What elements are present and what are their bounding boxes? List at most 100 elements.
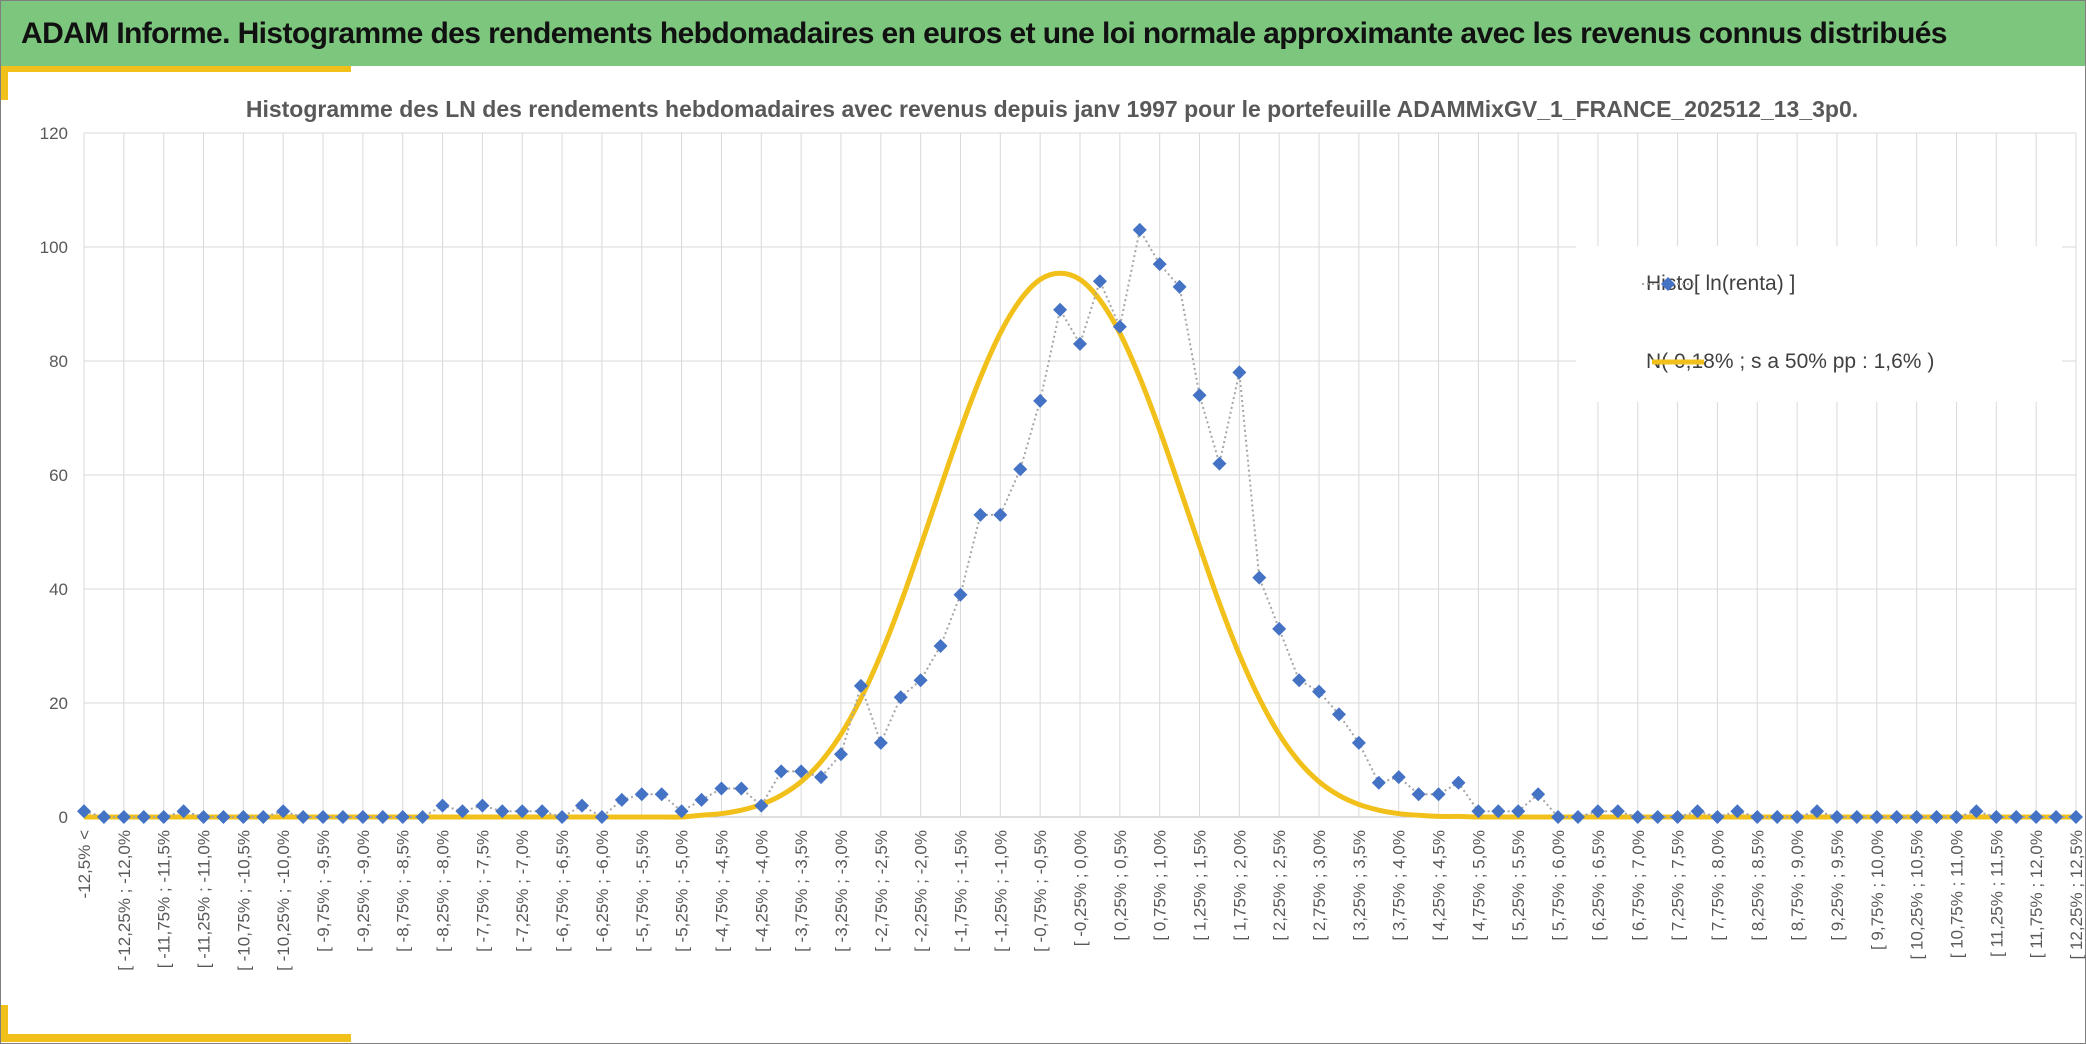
accent-bar-left-top bbox=[1, 66, 8, 100]
histo-point bbox=[296, 810, 311, 824]
histo-point bbox=[1192, 388, 1207, 403]
legend-item-normal: N( 0,18% ; s a 50% pp : 1,6% ) bbox=[1646, 342, 1934, 382]
histo-point bbox=[1889, 810, 1904, 824]
histo-point bbox=[1710, 810, 1725, 824]
x-tick-label: [ -5,75% ; -5,5% bbox=[633, 830, 652, 952]
accent-bar-bottom bbox=[1, 1034, 351, 1042]
legend: Histo[ ln(renta) ] N( 0,18% ; s a 50% pp… bbox=[1576, 246, 2062, 402]
x-tick-label: [ -11,75% ; -11,5% bbox=[155, 830, 174, 968]
histo-point bbox=[953, 587, 968, 602]
histo-point bbox=[873, 735, 888, 750]
y-tick-label: 40 bbox=[49, 580, 68, 599]
histo-point bbox=[694, 792, 709, 807]
x-tick-label: [ -6,75% ; -6,5% bbox=[553, 830, 572, 952]
accent-bar-top bbox=[1, 66, 351, 72]
histo-point bbox=[415, 810, 430, 824]
x-tick-label: [ -8,75% ; -8,5% bbox=[394, 830, 413, 952]
histo-point bbox=[176, 804, 191, 819]
normal-legend-marker bbox=[1652, 359, 1704, 365]
histo-point bbox=[1351, 735, 1366, 750]
histo-point bbox=[1531, 787, 1546, 802]
x-tick-label: [ -1,25% ; -1,0% bbox=[991, 830, 1010, 952]
x-tick-label: [ 7,25% ; 7,5% bbox=[1669, 830, 1688, 941]
histo-point bbox=[1013, 462, 1028, 477]
x-tick-label: [ -2,25% ; -2,0% bbox=[912, 830, 931, 952]
series-layer bbox=[77, 222, 2083, 824]
histo-point bbox=[1590, 804, 1605, 819]
histo-point bbox=[1810, 804, 1825, 819]
histo-point bbox=[833, 747, 848, 762]
x-tick-label: [ -11,25% ; -11,0% bbox=[195, 830, 214, 968]
x-tick-label: [ 10,25% ; 10,5% bbox=[1908, 830, 1927, 959]
x-tick-label: [ -3,75% ; -3,5% bbox=[792, 830, 811, 952]
histo-point bbox=[1053, 302, 1068, 317]
histo-point bbox=[814, 770, 829, 785]
histo-point bbox=[674, 804, 689, 819]
histo-legend-swatch bbox=[1576, 272, 1646, 296]
histo-point bbox=[395, 810, 410, 824]
x-tick-label: [ -10,25% ; -10,0% bbox=[274, 830, 293, 971]
x-tick-label: [ -3,25% ; -3,0% bbox=[832, 830, 851, 952]
histo-point bbox=[1650, 810, 1665, 824]
x-axis: -12,5% < [ -12,25% ; -12,0% [ -11,75% ; -1… bbox=[75, 830, 2086, 971]
histo-point bbox=[1949, 810, 1964, 824]
x-tick-label: [ -1,75% ; -1,5% bbox=[951, 830, 970, 952]
histo-point bbox=[575, 798, 589, 813]
histo-point bbox=[555, 810, 570, 824]
x-tick-label: [ 9,75% ; 10,0% bbox=[1868, 830, 1887, 950]
x-tick-label: [ 5,25% ; 5,5% bbox=[1509, 830, 1528, 941]
x-tick-label: [ 6,25% ; 6,5% bbox=[1589, 830, 1608, 941]
histo-point bbox=[933, 639, 948, 653]
histo-point bbox=[1969, 804, 1984, 819]
histo-point bbox=[1431, 787, 1446, 802]
histo-point bbox=[335, 810, 350, 824]
histo-point bbox=[1750, 810, 1765, 824]
x-tick-label: [ 1,75% ; 2,0% bbox=[1230, 830, 1249, 941]
histo-point bbox=[136, 810, 151, 824]
histo-point bbox=[634, 787, 649, 802]
histo-point bbox=[594, 810, 609, 824]
x-tick-label: [ 2,75% ; 3,0% bbox=[1310, 830, 1329, 941]
histo-point bbox=[1551, 810, 1566, 824]
histo-point bbox=[654, 787, 669, 802]
y-tick-label: 120 bbox=[40, 124, 68, 143]
x-tick-label: [ -4,75% ; -4,5% bbox=[712, 830, 731, 952]
legend-label-normal: N( 0,18% ; s a 50% pp : 1,6% ) bbox=[1646, 350, 1935, 373]
histo-point bbox=[893, 690, 908, 705]
histo-point bbox=[1371, 775, 1386, 790]
histo-point bbox=[1391, 770, 1406, 785]
histo-legend-diamond bbox=[1661, 277, 1675, 291]
x-tick-label: [ 8,25% ; 8,5% bbox=[1748, 830, 1767, 941]
histo-point bbox=[973, 507, 988, 522]
x-tick-label: [ 0,25% ; 0,5% bbox=[1111, 830, 1130, 941]
histo-point bbox=[1312, 684, 1327, 699]
chart-title: Histogramme des LN des rendements hebdom… bbox=[246, 96, 1858, 122]
x-tick-label: [ -2,75% ; -2,5% bbox=[872, 830, 891, 952]
x-tick-label: [ 5,75% ; 6,0% bbox=[1549, 830, 1568, 941]
histo-point bbox=[913, 673, 928, 688]
histo-point bbox=[794, 764, 809, 779]
y-tick-label: 80 bbox=[49, 352, 68, 371]
x-tick-label: [ 3,75% ; 4,0% bbox=[1390, 830, 1409, 941]
x-tick-label: [ 9,25% ; 9,5% bbox=[1828, 830, 1847, 941]
y-tick-label: 0 bbox=[59, 808, 68, 827]
histo-point bbox=[1152, 257, 1167, 272]
histo-point bbox=[1690, 804, 1705, 819]
x-tick-label: [ 0,75% ; 1,0% bbox=[1151, 830, 1170, 941]
x-tick-label: [ 6,75% ; 7,0% bbox=[1629, 830, 1648, 941]
histo-point bbox=[1770, 810, 1785, 824]
histo-point bbox=[375, 810, 390, 824]
histo-point bbox=[1989, 810, 2004, 824]
histo-point bbox=[1471, 804, 1486, 819]
histo-point bbox=[276, 804, 291, 819]
x-tick-label: [ 11,75% ; 12,0% bbox=[2027, 830, 2046, 958]
histo-point bbox=[1849, 810, 1864, 824]
histo-point bbox=[196, 810, 211, 824]
histo-point bbox=[2029, 810, 2044, 824]
histo-point bbox=[435, 798, 450, 813]
x-tick-label: [ -12,25% ; -12,0% bbox=[115, 830, 134, 971]
x-tick-label: [ 4,25% ; 4,5% bbox=[1430, 830, 1449, 941]
x-tick-label: [ -6,25% ; -6,0% bbox=[593, 830, 612, 952]
histo-point bbox=[1073, 336, 1087, 351]
